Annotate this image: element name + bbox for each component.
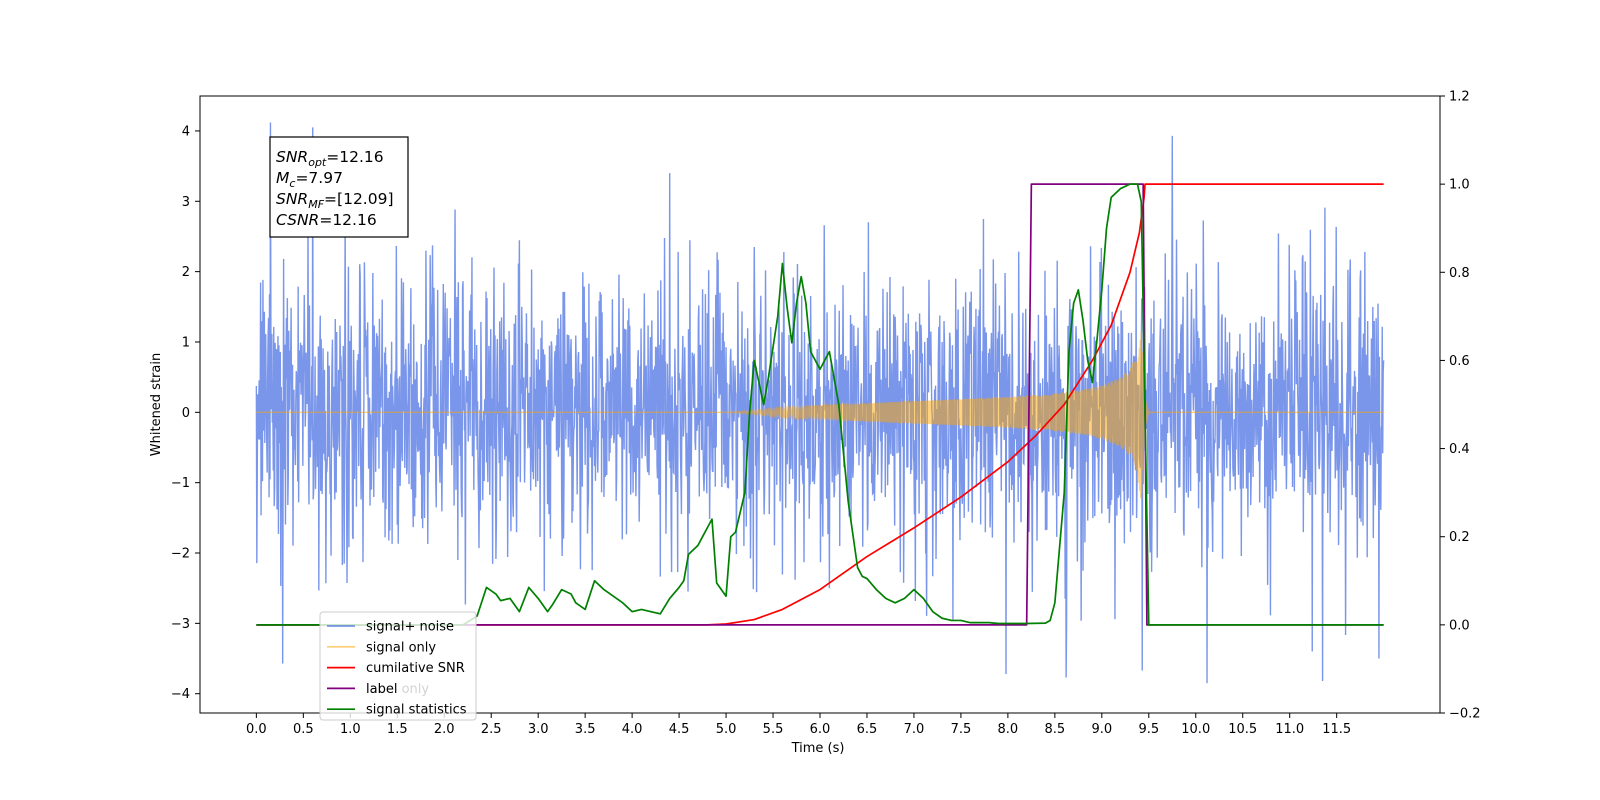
signal-plus-noise-line [255, 122, 1385, 684]
y-axis-left: −4 −3 −2 −1 0 1 2 3 4 [171, 124, 200, 702]
legend: signal+ noise signal only cumilative SNR la… [319, 611, 477, 721]
y-tick-label: 3 [182, 195, 190, 210]
legend-label: label [366, 682, 397, 697]
right-axis-series [256, 183, 1384, 626]
x-tick-label: 5.0 [716, 722, 737, 737]
x-axis-label: Time (s) [791, 741, 845, 756]
legend-ghost-label: label only [366, 682, 429, 697]
x-tick-label: 4.5 [669, 722, 690, 737]
y2-tick-label: 0.8 [1449, 266, 1470, 281]
x-tick-label: 2.0 [434, 722, 455, 737]
annotation-line: Mc=7.97 [276, 169, 343, 190]
x-tick-label: 6.5 [857, 722, 878, 737]
y-tick-label: 0 [182, 406, 190, 421]
x-tick-label: 6.0 [810, 722, 831, 737]
signal-only-line [256, 331, 1384, 499]
x-tick-label: 7.5 [951, 722, 972, 737]
series-line-4 [256, 183, 1384, 626]
y2-tick-label: 1.2 [1449, 90, 1470, 105]
y2-tick-label: 0.0 [1449, 618, 1470, 633]
legend-label: signal only [366, 640, 436, 655]
signal-plus-noise-series [255, 122, 1385, 684]
x-tick-label: 2.5 [481, 722, 502, 737]
x-tick-label: 3.5 [575, 722, 596, 737]
x-tick-label: 3.0 [528, 722, 549, 737]
y-tick-label: −3 [171, 617, 190, 632]
x-tick-label: 0.0 [246, 722, 267, 737]
x-tick-label: 0.5 [293, 722, 314, 737]
y2-tick-label: 0.6 [1449, 354, 1470, 369]
legend-frame [319, 611, 477, 721]
legend-label: signal+ noise [366, 620, 454, 635]
x-tick-label: 4.0 [622, 722, 643, 737]
x-tick-label: 1.0 [340, 722, 361, 737]
annotation-line: SNRopt=12.16 [276, 148, 384, 169]
x-tick-label: 8.0 [998, 722, 1019, 737]
y2-tick-label: 0.2 [1449, 530, 1470, 545]
annotation-lines: SNRopt=12.16Mc=7.97SNRMF=[12.09]CSNR=12.… [276, 148, 394, 229]
y-axis-label: Whitened strain [149, 353, 164, 456]
y2-tick-label: −0.2 [1449, 707, 1481, 722]
x-tick-label: 10.5 [1228, 722, 1257, 737]
x-tick-label: 10.0 [1181, 722, 1210, 737]
annotation-frame [269, 136, 409, 238]
x-tick-label: 9.0 [1091, 722, 1112, 737]
signal-only-series [256, 331, 1384, 499]
legend-label: signal statistics [366, 703, 467, 718]
y-tick-label: −1 [171, 476, 190, 491]
y-tick-label: 2 [182, 265, 190, 280]
legend-items: signal+ noise signal only cumilative SNR la… [327, 620, 467, 718]
x-axis: 0.0 0.5 1.0 1.5 2.0 2.5 3.0 3.5 4.0 4.5 5.0 5.5 6.0 6… [246, 713, 1351, 737]
y-axis-right: −0.2 0.0 0.2 0.4 0.6 0.8 1.0 1.2 [1440, 90, 1481, 722]
x-tick-label: 9.5 [1138, 722, 1159, 737]
x-tick-label: 1.5 [387, 722, 408, 737]
x-tick-label: 7.0 [904, 722, 925, 737]
annotation-line: SNRMF=[12.09] [276, 190, 394, 211]
y-tick-label: −2 [171, 547, 190, 562]
x-tick-label: 11.0 [1275, 722, 1304, 737]
y2-tick-label: 1.0 [1449, 178, 1470, 193]
x-tick-label: 8.5 [1045, 722, 1066, 737]
y2-tick-label: 0.4 [1449, 442, 1470, 457]
plot-area [255, 122, 1385, 684]
annotation-line: CSNR=12.16 [276, 211, 377, 229]
y-tick-label: −4 [171, 687, 190, 702]
annotation-box: SNRopt=12.16Mc=7.97SNRMF=[12.09]CSNR=12.… [269, 136, 409, 238]
y-tick-label: 1 [182, 335, 190, 350]
y-tick-label: 4 [182, 124, 190, 139]
x-tick-label: 5.5 [763, 722, 784, 737]
x-tick-label: 11.5 [1322, 722, 1351, 737]
legend-label: cumilative SNR [366, 661, 465, 676]
